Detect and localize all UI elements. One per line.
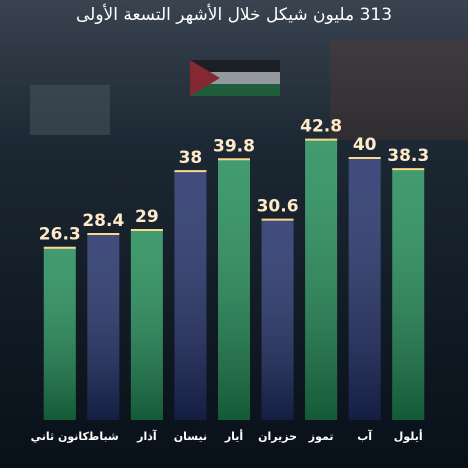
bar-shade: [130, 230, 163, 420]
bar-shade: [348, 158, 381, 420]
x-tick-label: أيار: [224, 429, 243, 443]
bar-shade: [218, 159, 250, 420]
bar-shade: [174, 171, 207, 420]
bar-shade: [261, 219, 294, 420]
value-label: 42.8: [300, 117, 342, 137]
value-label: 26.3: [39, 225, 81, 245]
x-tick-label: نيسان: [174, 430, 207, 443]
bar-shade: [43, 247, 76, 420]
bar-shade: [87, 233, 120, 420]
value-label: 39.8: [213, 136, 255, 156]
chart-title: 313 مليون شيكل خلال الأشهر التسعة الأولى: [76, 4, 392, 25]
value-label: 38: [179, 148, 203, 168]
x-tick-label: آب: [357, 429, 372, 443]
x-tick-label: آذار: [136, 429, 157, 443]
x-tick-label: كانون ثاني: [31, 430, 90, 443]
flag: [190, 60, 280, 96]
booth: [30, 85, 110, 135]
value-label: 38.3: [387, 146, 429, 166]
x-tick-label: حزيران: [258, 430, 297, 443]
containers: [330, 40, 468, 140]
bar-shade: [392, 169, 425, 420]
value-label: 30.6: [257, 197, 299, 217]
x-tick-label: شباط: [88, 430, 119, 443]
x-tick-label: أيلول: [394, 429, 423, 443]
x-tick-label: تموز: [308, 430, 334, 443]
value-label: 40: [353, 135, 377, 155]
value-label: 28.4: [82, 211, 124, 231]
value-label: 29: [135, 207, 159, 227]
bar-shade: [305, 139, 338, 420]
